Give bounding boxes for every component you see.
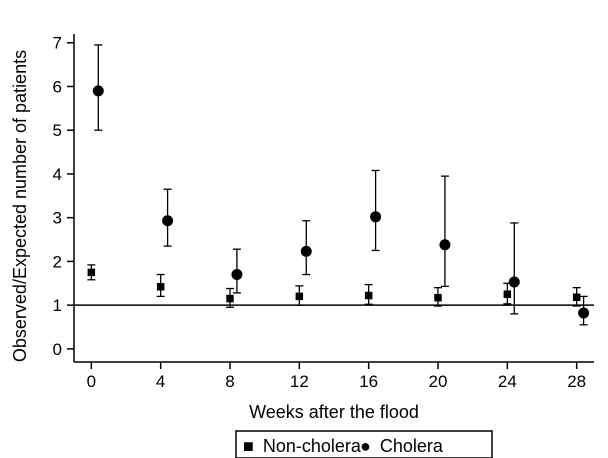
x-tick-label: 20 — [429, 372, 448, 391]
x-tick-label: 28 — [567, 372, 586, 391]
legend-label-cholera: Cholera — [380, 436, 444, 456]
y-tick-label: 5 — [53, 121, 62, 140]
legend-label-non-cholera: Non-cholera — [263, 436, 362, 456]
data-point-cholera — [162, 215, 174, 227]
data-point-cholera — [439, 239, 451, 251]
series-cholera — [92, 44, 590, 326]
y-tick-label: 0 — [53, 340, 62, 359]
x-tick-label: 16 — [359, 372, 378, 391]
data-point-cholera — [578, 307, 590, 319]
data-point-cholera — [300, 245, 312, 257]
data-point-non-cholera — [503, 290, 512, 298]
data-point-non-cholera — [434, 293, 442, 302]
x-tick-label: 0 — [87, 372, 96, 391]
y-tick-label: 7 — [53, 34, 62, 53]
legend: ■ Non-cholera ● Cholera — [235, 430, 493, 458]
x-axis-title: Weeks after the flood — [249, 402, 419, 422]
y-tick-label: 2 — [53, 252, 62, 271]
series-non-cholera — [87, 264, 581, 308]
data-point-cholera — [231, 269, 243, 281]
x-tick-label: 12 — [290, 372, 309, 391]
x-tick-label: 4 — [156, 372, 165, 391]
data-point-non-cholera — [364, 291, 373, 300]
data-point-non-cholera — [572, 293, 581, 302]
data-point-non-cholera — [87, 268, 96, 277]
data-layer — [87, 44, 590, 326]
data-point-non-cholera — [226, 294, 234, 303]
data-point-cholera — [370, 211, 382, 223]
x-tick-label: 24 — [498, 372, 517, 391]
legend-item-cholera: ● Cholera — [360, 436, 444, 456]
legend-box — [235, 430, 493, 458]
y-tick-label: 1 — [53, 296, 62, 315]
legend-item-non-cholera: ■ Non-cholera — [243, 436, 362, 456]
y-tick-label: 3 — [53, 209, 62, 228]
circle-marker-icon: ● — [360, 436, 371, 456]
data-point-cholera — [92, 85, 104, 97]
square-marker-icon: ■ — [243, 436, 254, 456]
y-tick-label: 6 — [53, 77, 62, 96]
data-point-non-cholera — [295, 292, 304, 301]
y-axis-title: Observed/Expected number of patients — [10, 50, 30, 362]
data-point-non-cholera — [156, 283, 165, 291]
data-point-cholera — [508, 276, 520, 288]
y-tick-label: 4 — [53, 165, 62, 184]
x-tick-label: 8 — [225, 372, 234, 391]
